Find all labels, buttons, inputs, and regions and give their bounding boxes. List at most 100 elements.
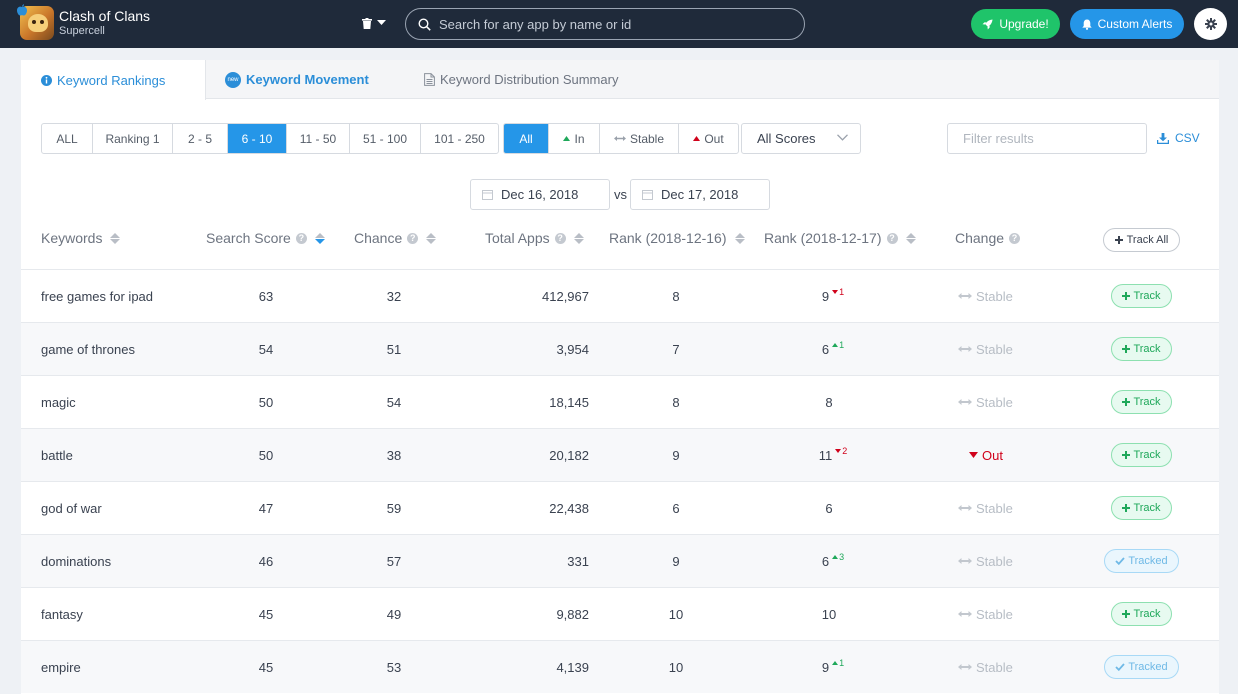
scores-select-value: All Scores xyxy=(757,131,816,146)
rank-filter-all[interactable]: ALL xyxy=(42,124,93,153)
column-label: Total Apps xyxy=(485,230,550,246)
rank-delta: 2 xyxy=(835,446,847,456)
rank-filter-51-100[interactable]: 51 - 100 xyxy=(350,124,421,153)
arrow-up-icon xyxy=(563,136,571,141)
column-header-chance[interactable]: Chance ? xyxy=(354,230,437,246)
movement-filter-stable[interactable]: Stable xyxy=(600,124,679,153)
trash-dropdown-button[interactable] xyxy=(362,13,392,33)
rank-filter-1[interactable]: Ranking 1 xyxy=(93,124,173,153)
date-from-picker[interactable]: Dec 16, 2018 xyxy=(470,179,610,210)
tracked-button[interactable]: Tracked xyxy=(1104,655,1179,679)
movement-filter-all[interactable]: All xyxy=(504,124,549,153)
rank-filter-101-250[interactable]: 101 - 250 xyxy=(434,131,485,146)
help-icon[interactable]: ? xyxy=(554,232,566,244)
track-button[interactable]: Track xyxy=(1111,602,1172,626)
custom-alerts-button[interactable]: Custom Alerts xyxy=(1070,9,1184,39)
tab-keyword-distribution[interactable]: Keyword Distribution Summary xyxy=(424,60,618,99)
keyword-card: Keyword Rankings new Keyword Movement Ke… xyxy=(21,60,1219,694)
help-icon[interactable]: ? xyxy=(1009,232,1021,244)
arrows-horizontal-icon xyxy=(958,293,972,299)
table-row: fantasy 45 49 9,882 10 10 Stable Track xyxy=(21,587,1219,640)
app-search[interactable] xyxy=(405,8,805,40)
column-header-rank-2018-12-17[interactable]: Rank (2018-12-17) ? xyxy=(764,230,916,246)
filter-results-input[interactable] xyxy=(947,123,1147,154)
chance-cell: 32 xyxy=(386,288,402,304)
column-label: Rank (2018-12-17) xyxy=(764,230,882,246)
total-apps-cell: 22,438 xyxy=(549,500,589,516)
app-icon[interactable] xyxy=(20,6,54,40)
rank-to-value: 6 xyxy=(825,500,833,516)
movement-stable-label: Stable xyxy=(629,131,665,146)
rank-delta-value: 1 xyxy=(839,657,845,668)
plus-icon xyxy=(1122,398,1131,406)
rank-to-value: 9 xyxy=(821,659,830,675)
column-label: Rank (2018-12-16) xyxy=(609,230,727,246)
column-header-keywords[interactable]: Keywords xyxy=(41,230,121,246)
track-button[interactable]: Track xyxy=(1111,337,1172,361)
rank-to-value: 9 xyxy=(821,288,830,304)
search-input[interactable] xyxy=(439,16,789,32)
track-label: Track xyxy=(1133,290,1161,302)
help-icon[interactable]: ? xyxy=(886,232,898,244)
chance-cell: 54 xyxy=(386,394,402,410)
track-label: Track xyxy=(1133,449,1161,461)
rank-to-value: 6 xyxy=(821,341,830,357)
help-icon[interactable]: ? xyxy=(407,232,419,244)
csv-download-link[interactable]: CSV xyxy=(1157,131,1200,145)
chance-cell: 49 xyxy=(386,606,402,622)
date-to-picker[interactable]: Dec 17, 2018 xyxy=(630,179,770,210)
keyword-cell: fantasy xyxy=(41,606,83,622)
track-button[interactable]: Track xyxy=(1111,390,1172,414)
document-icon xyxy=(424,73,435,86)
rank-from-cell: 7 xyxy=(672,341,680,357)
track-button[interactable]: Track xyxy=(1111,284,1172,308)
rank-filter-2-5[interactable]: 2 - 5 xyxy=(173,124,228,153)
chance-cell: 53 xyxy=(386,659,402,675)
tab-keyword-rankings[interactable]: Keyword Rankings xyxy=(21,60,206,100)
movement-filter-out[interactable]: Out xyxy=(679,124,738,153)
search-score-cell: 46 xyxy=(258,553,274,569)
chance-cell: 57 xyxy=(386,553,402,569)
arrow-up-red-icon xyxy=(693,136,701,141)
rank-delta: 3 xyxy=(832,552,844,562)
track-button[interactable]: Track xyxy=(1111,496,1172,520)
rank-filter-6-10[interactable]: 6 - 10 xyxy=(228,124,287,153)
column-header-rank-2018-12-16[interactable]: Rank (2018-12-16) xyxy=(609,230,745,246)
rank-filter-11-50[interactable]: 11 - 50 xyxy=(287,124,350,153)
sort-icon xyxy=(426,232,437,244)
upgrade-button[interactable]: Upgrade! xyxy=(971,9,1060,39)
track-button[interactable]: Track xyxy=(1111,443,1172,467)
keyword-cell: god of war xyxy=(41,500,102,516)
plus-icon xyxy=(1122,451,1131,459)
vs-label: vs xyxy=(614,187,627,202)
chevron-down-icon xyxy=(837,134,848,141)
movement-filter-in[interactable]: In xyxy=(549,124,600,153)
settings-button[interactable] xyxy=(1194,8,1227,40)
column-header-total-apps[interactable]: Total Apps ? xyxy=(485,230,584,246)
scores-select[interactable]: All Scores xyxy=(741,123,861,154)
tracked-button[interactable]: Tracked xyxy=(1104,549,1179,573)
date-to-value: Dec 17, 2018 xyxy=(661,187,739,202)
total-apps-cell: 9,882 xyxy=(556,606,589,622)
keyword-cell: empire xyxy=(41,659,81,675)
caret-up-icon xyxy=(832,660,839,665)
app-name[interactable]: Clash of Clans xyxy=(59,8,151,24)
search-icon xyxy=(418,17,431,31)
rocket-icon xyxy=(982,19,993,29)
caret-up-icon xyxy=(832,554,839,559)
column-header-search-score[interactable]: Search Score ? xyxy=(206,230,325,246)
help-icon[interactable]: ? xyxy=(295,232,307,244)
search-score-cell: 54 xyxy=(258,341,274,357)
change-value: Stable xyxy=(976,394,1013,410)
tab-label: Keyword Rankings xyxy=(57,72,166,88)
search-score-cell: 47 xyxy=(258,500,274,516)
search-score-cell: 45 xyxy=(258,606,274,622)
tab-keyword-movement[interactable]: new Keyword Movement xyxy=(225,60,369,99)
table-row: magic 50 54 18,145 8 8 Stable Track xyxy=(21,375,1219,428)
track-all-button[interactable]: Track All xyxy=(1103,228,1180,252)
download-icon xyxy=(1157,132,1169,144)
bell-icon xyxy=(1081,19,1092,30)
